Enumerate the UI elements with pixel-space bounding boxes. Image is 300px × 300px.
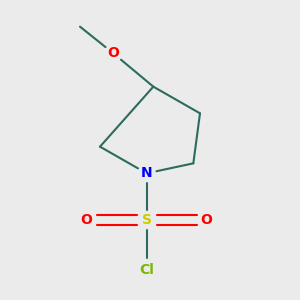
Text: O: O xyxy=(201,213,213,227)
Text: O: O xyxy=(107,46,119,60)
Text: Cl: Cl xyxy=(139,263,154,277)
Text: N: N xyxy=(141,166,152,180)
Text: S: S xyxy=(142,213,152,227)
Text: O: O xyxy=(81,213,93,227)
